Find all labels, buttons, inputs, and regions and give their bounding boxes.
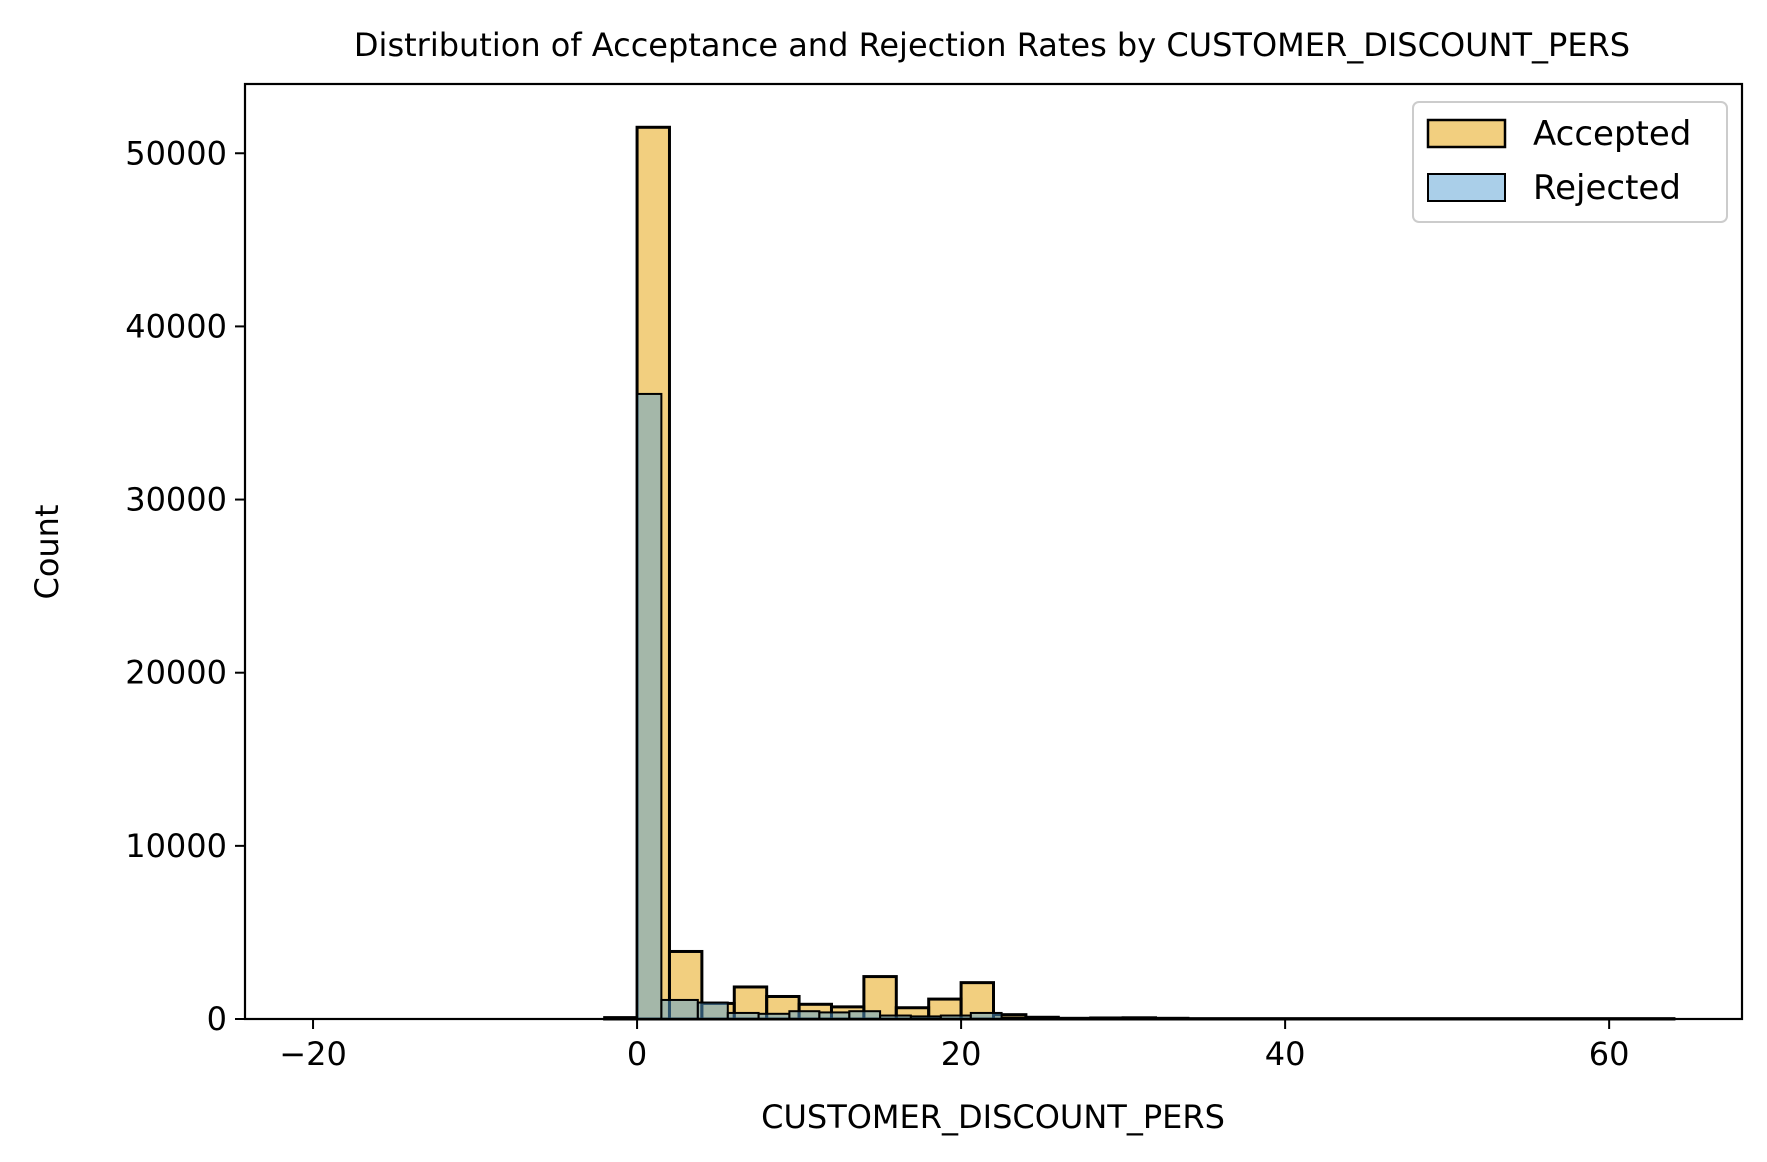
bar-rejected-1 <box>660 998 699 1020</box>
plot-frame <box>243 82 1744 1021</box>
bar-rejected-5 <box>788 1010 821 1020</box>
bar-rejected-0 <box>636 392 663 1020</box>
y-tick-label-3: 30000 <box>125 481 227 519</box>
legend-swatch-rejected <box>1427 173 1506 202</box>
y-tick-label-0: 0 <box>207 1000 227 1038</box>
x-tick-label-1: 0 <box>627 1035 647 1073</box>
series-rejected <box>636 392 1675 1021</box>
legend-swatch-accepted <box>1426 118 1507 149</box>
x-axis-label: CUSTOMER_DISCOUNT_PERS <box>761 1098 1225 1136</box>
x-axis-ticks: −20 0 20 40 60 <box>279 1019 1630 1073</box>
legend-label-accepted: Accepted <box>1533 114 1691 154</box>
y-axis-label: Count <box>28 504 66 599</box>
bar-rejected-2 <box>696 1001 729 1020</box>
y-tick-label-5: 50000 <box>125 134 227 172</box>
legend: Accepted Rejected <box>1412 101 1728 223</box>
y-axis-ticks: 0 10000 20000 30000 40000 50000 <box>125 134 245 1038</box>
y-tick-label-2: 20000 <box>125 654 227 692</box>
x-tick-label-0: −20 <box>279 1035 347 1073</box>
legend-label-rejected: Rejected <box>1533 168 1681 208</box>
x-tick-label-4: 60 <box>1589 1035 1630 1073</box>
chart-title: Distribution of Acceptance and Rejection… <box>354 26 1630 64</box>
y-tick-label-1: 10000 <box>125 827 227 865</box>
bar-rejected-7 <box>848 1010 882 1020</box>
y-tick-label-4: 40000 <box>125 307 227 345</box>
x-tick-label-2: 20 <box>941 1035 982 1073</box>
x-tick-label-3: 40 <box>1265 1035 1306 1073</box>
